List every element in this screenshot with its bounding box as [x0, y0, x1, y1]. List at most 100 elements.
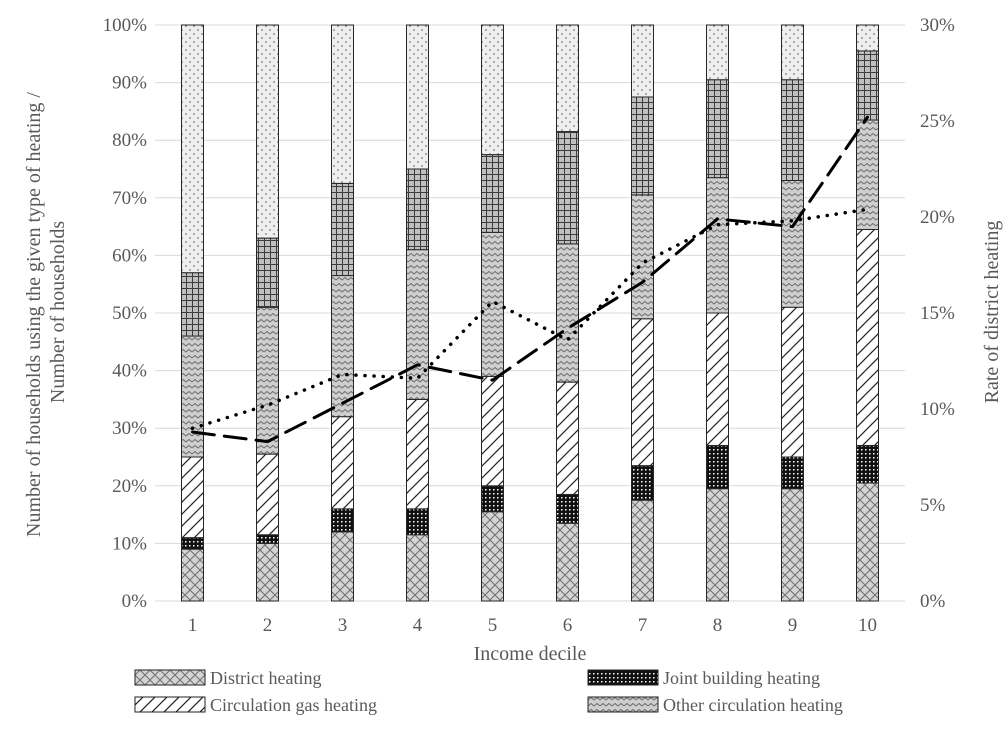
x-tick-label: 5	[488, 615, 498, 636]
y-axis-title: Number of households using the given typ…	[23, 87, 69, 537]
y-tick-label: 70%	[112, 188, 147, 209]
bar-segment-black-dots	[706, 444, 729, 490]
bar-segment-dots-light	[481, 24, 504, 156]
legend-label-circulation-gas-heating: Circulation gas heating	[210, 695, 377, 715]
x-tick-label: 3	[338, 615, 348, 636]
bar-segment-diagonal-white	[856, 228, 879, 446]
bar-segment-grid-grey	[481, 154, 504, 233]
bar-segment-diagonal-white	[331, 416, 354, 510]
y-tick-label: 50%	[112, 303, 147, 324]
bar-segment-zigzag-grey	[706, 177, 729, 314]
bar-segment-diagonal-white	[406, 398, 429, 510]
bar-segment-diagonal-white	[256, 453, 279, 536]
bar-segment-crosshatch-grey	[706, 488, 729, 602]
bar-segment-black-dots	[631, 465, 654, 501]
bar-segment-diagonal-white	[181, 456, 204, 539]
bar-stacks	[181, 24, 879, 602]
y2-tick-label: 5%	[920, 495, 946, 516]
bar-segment-grid-grey	[706, 79, 729, 179]
x-tick-label: 6	[563, 615, 573, 636]
bar-segment-dots-light	[706, 24, 729, 81]
y-tick-label: 60%	[112, 245, 147, 266]
bar-segment-grid-grey	[856, 50, 879, 121]
y-tick-label: 100%	[103, 15, 148, 36]
x-tick-label: 7	[638, 615, 648, 636]
y-tick-label: 80%	[112, 130, 147, 151]
y-tick-label: 40%	[112, 361, 147, 382]
bar-segment-dots-light	[256, 24, 279, 239]
bar-segment-crosshatch-grey	[631, 499, 654, 602]
bar-segment-crosshatch-grey	[556, 522, 579, 602]
bar-segment-grid-grey	[331, 182, 354, 277]
x-tick-label: 10	[858, 615, 877, 636]
y-tick-label: 0%	[122, 591, 148, 612]
bar-segment-dots-light	[856, 24, 879, 52]
bar-segment-zigzag-grey	[781, 180, 804, 308]
bar-segment-crosshatch-grey	[256, 542, 279, 602]
bar-segment-crosshatch-grey	[781, 488, 804, 602]
y-tick-label: 20%	[112, 476, 147, 497]
bar-segment-diagonal-white	[706, 312, 729, 446]
bar-segment-crosshatch-grey	[481, 511, 504, 602]
bar-segment-zigzag-grey	[181, 335, 204, 458]
y2-tick-label: 10%	[920, 399, 955, 420]
bar-segment-zigzag-grey	[256, 306, 279, 455]
secondary-y-tick-labels: 0% 5% 10% 15% 20% 25% 30%	[920, 15, 955, 612]
bar-segment-grid-grey	[631, 96, 654, 196]
trend-line-dashed	[191, 115, 869, 444]
bar-segment-grid-grey	[406, 168, 429, 251]
bar-segment-black-dots	[256, 534, 279, 544]
bar-segment-black-dots	[856, 444, 879, 484]
gridlines	[155, 24, 905, 602]
y2-tick-label: 25%	[920, 111, 955, 132]
legend-swatch-other-circulation-heating	[587, 696, 659, 713]
bar-segment-dots-light	[556, 24, 579, 133]
bar-segment-dots-light	[181, 24, 204, 274]
bar-segment-black-dots	[556, 493, 579, 524]
bar-segment-zigzag-grey	[631, 194, 654, 320]
bar-segment-crosshatch-grey	[406, 534, 429, 602]
y2-tick-label: 30%	[920, 15, 955, 36]
bar-segment-crosshatch-grey	[181, 548, 204, 602]
bar-segment-grid-grey	[556, 131, 579, 245]
bar-segment-zigzag-grey	[556, 243, 579, 383]
legend-swatch-joint-building-heating	[587, 669, 659, 686]
x-tick-label: 2	[263, 615, 273, 636]
bar-segment-dots-light	[631, 24, 654, 98]
y2-tick-label: 15%	[920, 303, 955, 324]
y-axis-title-line2: Number of households	[47, 221, 69, 403]
bar-segment-diagonal-white	[631, 318, 654, 467]
bar-segment-dots-light	[406, 24, 429, 170]
bar-segment-black-dots	[331, 508, 354, 533]
trend-lines	[190, 115, 870, 444]
bar-segment-crosshatch-grey	[331, 531, 354, 602]
x-tick-label: 4	[413, 615, 423, 636]
bar-segment-zigzag-grey	[331, 275, 354, 418]
secondary-y-axis-title: Rate of district heating	[981, 221, 1003, 404]
y-tick-label: 90%	[112, 73, 147, 94]
bar-segment-black-dots	[406, 508, 429, 536]
y-tick-label: 30%	[112, 418, 147, 439]
y-tick-label: 10%	[112, 533, 147, 554]
legend-swatch-circulation-gas-heating	[134, 696, 206, 713]
x-tick-label: 8	[713, 615, 723, 636]
bar-segment-dots-light	[331, 24, 354, 184]
bar-segment-diagonal-white	[481, 375, 504, 487]
y2-tick-label: 0%	[920, 591, 946, 612]
primary-y-tick-labels: 0% 10% 20% 30% 40% 50% 60% 70% 80% 90% 100%	[103, 15, 148, 612]
bar-segment-zigzag-grey	[856, 119, 879, 230]
bar-segment-diagonal-white	[556, 381, 579, 495]
legend-label-district-heating: District heating	[210, 668, 321, 688]
legend-label-other-circulation-heating: Other circulation heating	[663, 695, 843, 715]
y2-tick-label: 20%	[920, 207, 955, 228]
legend-swatch-district-heating	[134, 669, 206, 686]
bar-segment-black-dots	[181, 537, 204, 550]
x-tick-labels: 1 2 3 4 5 6 7 8 9 10	[188, 615, 877, 636]
legend-label-joint-building-heating: Joint building heating	[663, 668, 820, 688]
bar-segment-crosshatch-grey	[856, 482, 879, 602]
bar-segment-dots-light	[781, 24, 804, 81]
bar-segment-grid-grey	[781, 79, 804, 182]
bar-segment-black-dots	[481, 485, 504, 513]
